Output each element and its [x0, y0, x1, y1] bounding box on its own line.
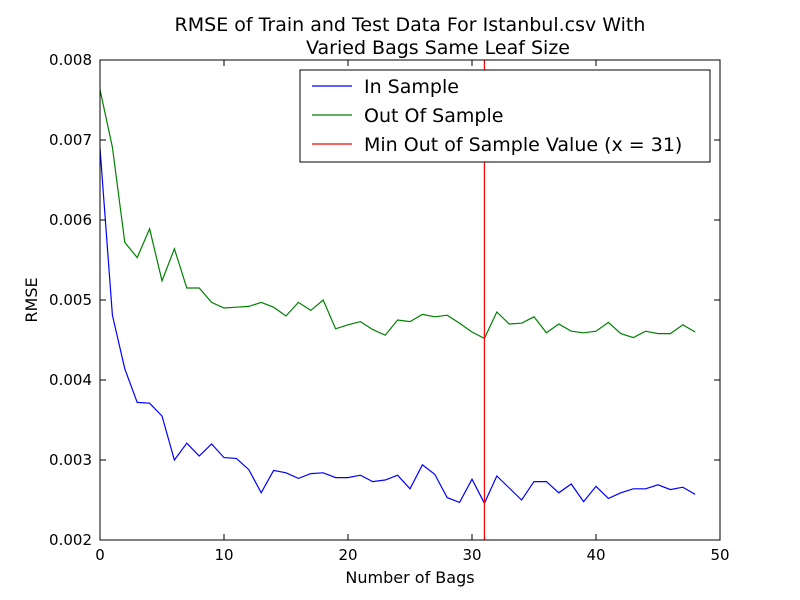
legend-label-min-value: Min Out of Sample Value (x = 31): [364, 134, 682, 156]
x-tick-label: 30: [462, 546, 481, 564]
legend-label-in-sample: In Sample: [364, 76, 459, 98]
series-line-out-of-sample: [99, 89, 696, 340]
legend-label-out-of-sample: Out Of Sample: [364, 105, 503, 127]
x-axis-label: Number of Bags: [345, 568, 474, 587]
y-tick-label: 0.003: [49, 451, 92, 469]
plot-frame: [99, 59, 721, 541]
y-tick-label: 0.004: [49, 371, 92, 389]
chart-title-line-1: RMSE of Train and Test Data For Istanbul…: [175, 14, 646, 36]
x-tick-label: 10: [214, 546, 233, 564]
x-tick-label: 40: [586, 546, 605, 564]
x-tick-label: 20: [338, 546, 357, 564]
y-tick-label: 0.007: [49, 131, 92, 149]
x-tick-label: 0: [95, 546, 105, 564]
legend: In Sample Out Of Sample Min Out of Sampl…: [299, 69, 711, 163]
y-tick-label: 0.008: [49, 51, 92, 69]
chart-title-line-2: Varied Bags Same Leaf Size: [306, 37, 570, 59]
axis-ticks: 0 10 20 30 40 50 0.002 0.003 0.004 0.005 0.006 0.00…: [49, 51, 730, 564]
y-tick-label: 0.005: [49, 291, 92, 309]
x-tick-label: 50: [710, 546, 729, 564]
series-line-in-sample: [99, 147, 696, 505]
legend-box: [299, 69, 711, 163]
y-tick-label: 0.002: [49, 531, 92, 549]
y-tick-label: 0.006: [49, 211, 92, 229]
y-axis-label: RMSE: [22, 277, 41, 322]
